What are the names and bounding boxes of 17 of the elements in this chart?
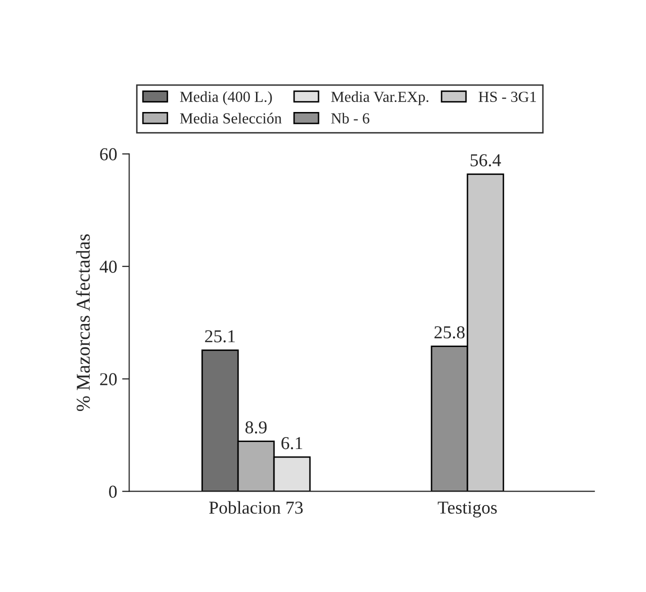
y-tick-label: 0 [109, 486, 117, 498]
y-axis-title: % Mazorcas Afectadas [76, 234, 90, 412]
legend-label: HS - 3G1 [478, 92, 536, 102]
data-label: 25.8 [434, 326, 465, 339]
y-tick-label: 20 [100, 373, 117, 386]
legend-label: Media Var.EXp. [331, 91, 428, 106]
legend-label: Media Selección [180, 112, 282, 124]
data-label: 6.1 [281, 437, 302, 450]
legend-label: Media (400 L.) [180, 91, 272, 106]
data-label: 56.4 [470, 154, 501, 166]
legend-label: Nb - 6 [331, 112, 370, 124]
y-tick-label: 60 [100, 148, 117, 160]
data-label: 8.9 [245, 421, 267, 434]
data-label: 25.1 [205, 330, 235, 342]
x-tick-label: Testigos [438, 502, 497, 518]
y-tick-label: 40 [100, 260, 117, 273]
x-tick-label: Poblacion 73 [209, 501, 303, 514]
